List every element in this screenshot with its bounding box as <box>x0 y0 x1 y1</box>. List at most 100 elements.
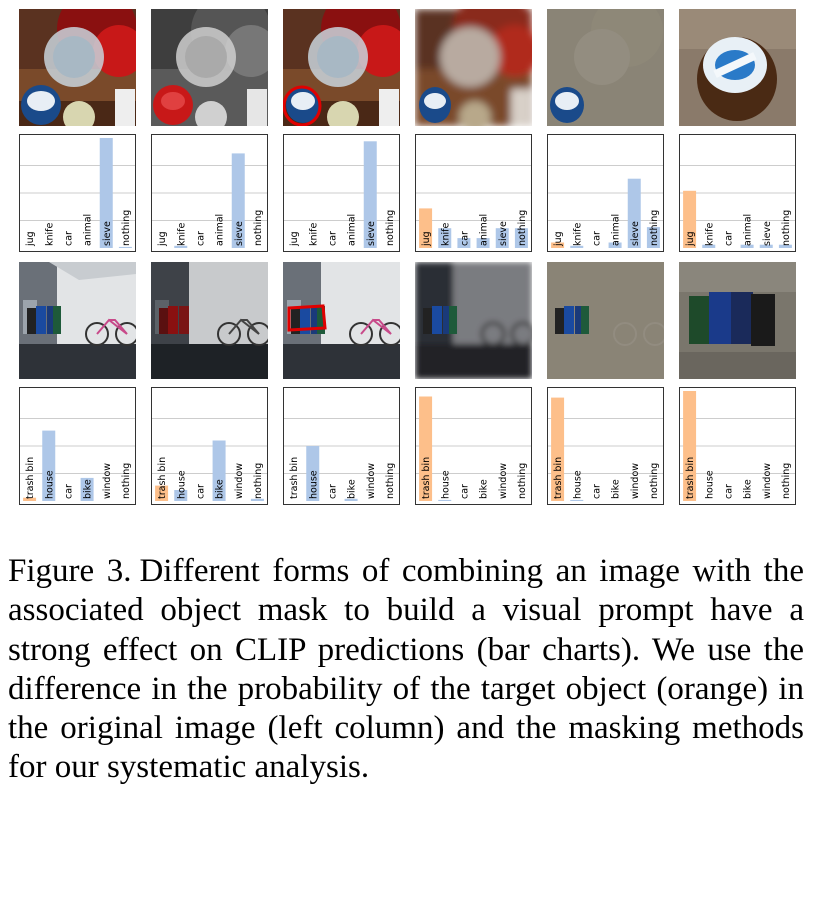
category-label: window <box>630 463 641 499</box>
kitchen-blur-photo <box>415 9 532 126</box>
bar-nothing <box>646 227 660 248</box>
category-label: knife <box>44 222 55 246</box>
category-label: animal <box>83 214 94 246</box>
category-label: knife <box>440 222 451 246</box>
category-label: knife <box>704 222 715 246</box>
category-label: bike <box>479 479 490 499</box>
figure-label: Figure 3. <box>8 553 132 589</box>
category-label: animal <box>479 214 490 246</box>
bar-nothing <box>778 244 792 248</box>
kitchen-original-photo <box>19 9 136 126</box>
bar-car <box>457 238 471 248</box>
category-label: jug <box>289 231 300 247</box>
category-label: bike <box>611 479 622 499</box>
bar-sieve <box>627 178 641 248</box>
category-label: car <box>63 231 74 246</box>
chart-street-gray-bg: trash bin house car bike window nothing <box>547 387 664 505</box>
bar-trash-bin <box>551 397 565 501</box>
category-label: house <box>704 470 715 499</box>
bar-nothing <box>514 228 528 248</box>
category-label: window <box>366 463 377 499</box>
chart-street-crop: trash bin house car bike window nothing <box>679 387 796 505</box>
bar-knife <box>438 228 452 248</box>
category-label: sieve <box>234 221 245 246</box>
figure-caption: Figure 3. Different forms of combining an… <box>8 552 804 788</box>
bar-house <box>438 499 452 501</box>
category-label: window <box>762 463 773 499</box>
bar-sieve <box>99 138 113 248</box>
kitchen-grayscale-photo <box>151 9 268 126</box>
chart-kitchen-gray-bg: jug knife car animal sieve nothing <box>547 134 664 252</box>
bar-trash-bin <box>683 391 697 501</box>
category-label: sieve <box>102 221 113 246</box>
category-label: sieve <box>630 221 641 246</box>
category-label: jug <box>421 231 432 247</box>
bar-house <box>42 430 56 501</box>
category-label: trash bin <box>157 457 168 499</box>
bar-trash-bin <box>419 396 433 501</box>
category-label: car <box>591 484 602 499</box>
bar-animal <box>740 244 754 248</box>
chart-kitchen-blur: jug knife car animal sieve nothing <box>415 134 532 252</box>
chart-street-darkened: trash bin house car bike window nothing <box>151 387 268 505</box>
category-label: bike <box>83 479 94 499</box>
chart-street-outline: trash bin house car bike window nothing <box>283 387 400 505</box>
bar-knife <box>570 245 584 248</box>
category-label: nothing <box>121 463 132 499</box>
street-crop-photo <box>679 262 796 379</box>
bar-bike <box>212 440 226 501</box>
category-label: car <box>591 231 602 246</box>
category-label: car <box>723 231 734 246</box>
bar-sieve <box>363 141 377 248</box>
street-outline-photo <box>283 262 400 379</box>
category-label: window <box>498 463 509 499</box>
category-label: trash bin <box>289 457 300 499</box>
bar-jug <box>551 242 565 248</box>
category-label: nothing <box>253 463 264 499</box>
figure-caption-text: Different forms of combining an image wi… <box>8 553 804 786</box>
category-label: bike <box>347 479 358 499</box>
category-label: window <box>234 463 245 499</box>
category-label: car <box>723 484 734 499</box>
bar-sieve <box>495 228 509 248</box>
category-label: nothing <box>385 210 396 246</box>
bar-bike <box>344 498 358 501</box>
category-label: car <box>195 231 206 246</box>
street-gray-bg-photo <box>547 262 664 379</box>
bar-trash-bin <box>23 497 37 501</box>
category-label: nothing <box>517 210 528 246</box>
chart-street-blur: trash bin house car bike window nothing <box>415 387 532 505</box>
bar-bike <box>80 477 94 501</box>
category-label: sieve <box>762 221 773 246</box>
kitchen-crop-photo <box>679 9 796 126</box>
street-original-photo <box>19 262 136 379</box>
category-label: trash bin <box>553 457 564 499</box>
category-label: nothing <box>781 463 792 499</box>
category-label: jug <box>157 231 168 247</box>
category-label: jug <box>25 231 36 247</box>
category-label: bike <box>743 479 754 499</box>
bar-trash-bin <box>155 485 169 501</box>
category-label: animal <box>215 214 226 246</box>
bar-house <box>174 490 188 501</box>
bar-animal <box>476 238 490 248</box>
category-label: nothing <box>121 210 132 246</box>
category-label: house <box>440 470 451 499</box>
chart-kitchen-outline: jug knife car animal sieve nothing <box>283 134 400 252</box>
category-label: animal <box>743 214 754 246</box>
bar-house <box>570 499 584 501</box>
category-label: car <box>327 231 338 246</box>
bar-nothing <box>118 246 132 248</box>
category-label: trash bin <box>685 457 696 499</box>
category-label: nothing <box>517 463 528 499</box>
bar-jug <box>683 190 697 248</box>
category-label: house <box>176 470 187 499</box>
category-label: knife <box>176 222 187 246</box>
category-label: jug <box>553 231 564 247</box>
chart-street-original: trash bin house car bike window nothing <box>19 387 136 505</box>
bar-nothing <box>250 498 264 501</box>
category-label: knife <box>308 222 319 246</box>
category-label: knife <box>572 222 583 246</box>
category-label: house <box>572 470 583 499</box>
category-label: bike <box>215 479 226 499</box>
